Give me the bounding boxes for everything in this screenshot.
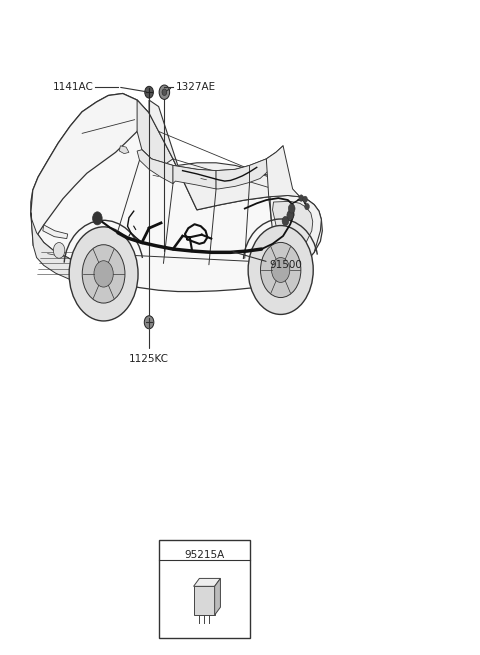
Polygon shape	[149, 100, 300, 210]
Circle shape	[248, 225, 313, 314]
Text: 1141AC: 1141AC	[53, 82, 94, 92]
Circle shape	[69, 227, 138, 321]
Circle shape	[288, 204, 295, 213]
Circle shape	[53, 242, 65, 258]
Circle shape	[93, 212, 102, 225]
Polygon shape	[269, 195, 322, 280]
Circle shape	[94, 261, 113, 287]
Circle shape	[303, 196, 308, 202]
Circle shape	[299, 195, 304, 201]
Circle shape	[305, 203, 310, 210]
Circle shape	[261, 242, 301, 297]
Circle shape	[272, 257, 290, 282]
Bar	[193, 586, 215, 615]
Text: 1327AE: 1327AE	[175, 82, 216, 92]
Polygon shape	[215, 578, 220, 615]
Polygon shape	[31, 94, 323, 291]
Polygon shape	[273, 201, 313, 257]
Text: 95215A: 95215A	[184, 550, 224, 560]
Circle shape	[287, 210, 294, 219]
Polygon shape	[137, 100, 173, 166]
Circle shape	[162, 89, 167, 96]
Polygon shape	[193, 578, 220, 586]
Polygon shape	[266, 146, 300, 196]
Bar	[158, 540, 250, 638]
Polygon shape	[120, 146, 129, 154]
Polygon shape	[250, 159, 269, 182]
Polygon shape	[43, 225, 68, 238]
Text: 1125KC: 1125KC	[129, 354, 169, 364]
Circle shape	[159, 85, 169, 100]
Circle shape	[145, 86, 154, 98]
Circle shape	[82, 245, 125, 303]
Polygon shape	[31, 94, 149, 246]
Polygon shape	[31, 212, 75, 282]
Polygon shape	[137, 150, 173, 183]
Circle shape	[282, 216, 289, 225]
Circle shape	[144, 316, 154, 329]
Polygon shape	[216, 166, 250, 189]
Polygon shape	[173, 166, 216, 189]
Text: 91500: 91500	[270, 260, 302, 270]
